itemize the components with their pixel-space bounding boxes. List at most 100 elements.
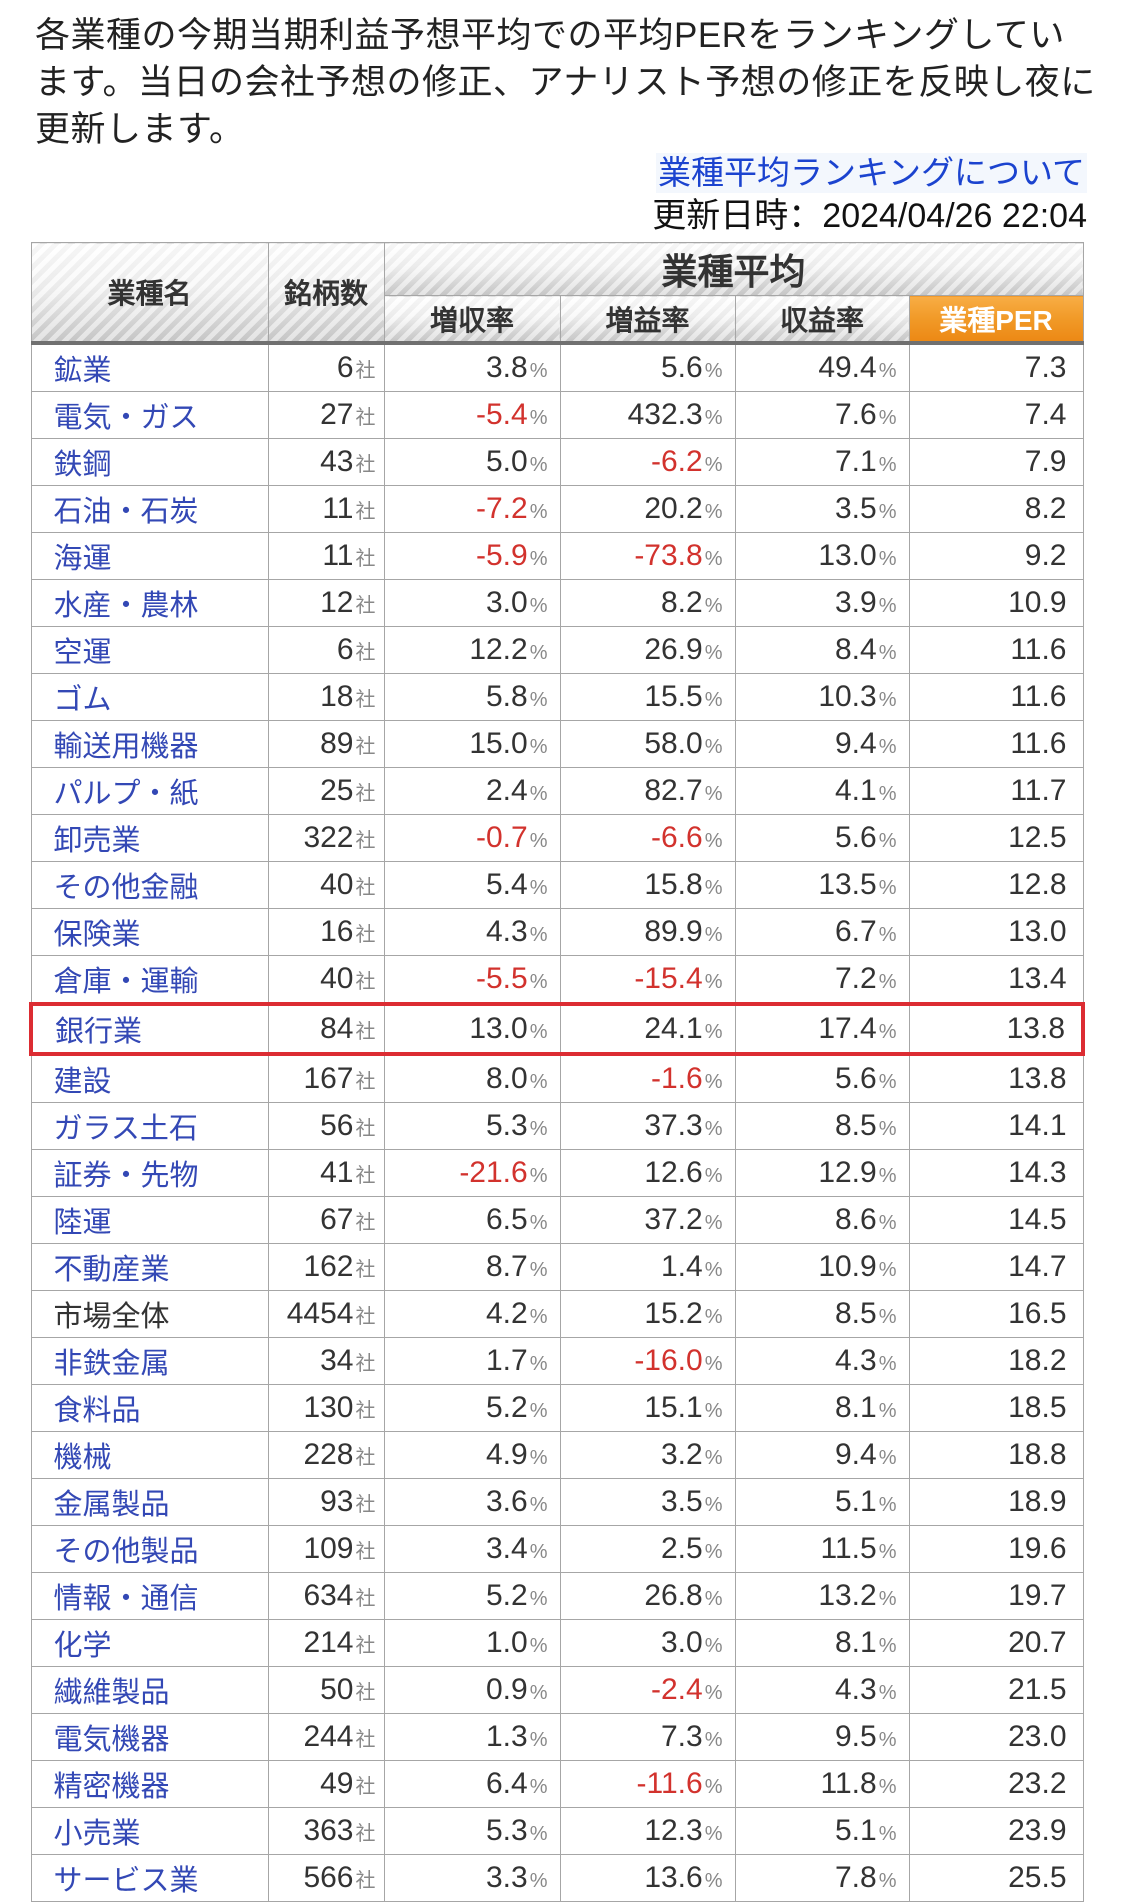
industry-link[interactable]: 空運: [53, 637, 112, 669]
industry-link[interactable]: サービス業: [53, 1865, 199, 1897]
company-count-unit: 社: [355, 407, 376, 429]
industry-link[interactable]: 鉱業: [53, 355, 112, 387]
industry-link[interactable]: その他製品: [53, 1536, 199, 1568]
industry-link[interactable]: 海運: [53, 543, 112, 575]
industry-link[interactable]: 化学: [53, 1630, 112, 1662]
rev-growth-value: -5.9: [476, 539, 528, 572]
per-value-cell: 14.1: [908, 1102, 1084, 1150]
industry-link[interactable]: パルプ・紙: [53, 778, 199, 810]
profit-growth-cell: 24.1%: [559, 1002, 736, 1056]
company-count-unit: 社: [355, 501, 376, 523]
percent-unit: %: [704, 1021, 723, 1043]
margin-value: 7.8: [834, 1861, 877, 1894]
rev-growth-cell: -5.5%: [383, 955, 561, 1005]
profit-growth-cell: -6.2%: [559, 438, 736, 486]
percent-unit: %: [878, 783, 897, 805]
industry-link[interactable]: 食料品: [53, 1395, 141, 1427]
margin-value: 8.4: [834, 633, 877, 666]
industry-name-cell: 石油・石炭: [30, 485, 269, 533]
profit-growth-cell: 3.2%: [559, 1431, 736, 1479]
industry-link[interactable]: 保険業: [53, 919, 141, 951]
percent-unit: %: [704, 1729, 723, 1751]
rev-growth-value: 12.2: [469, 633, 528, 666]
percent-unit: %: [529, 1021, 548, 1043]
company-count-unit: 社: [355, 1870, 376, 1892]
rev-growth-cell: 5.8%: [383, 673, 561, 721]
col-header-profit-growth: 増益率: [559, 295, 736, 345]
margin-cell: 7.2%: [734, 955, 910, 1005]
company-count-unit: 社: [355, 924, 376, 946]
company-count-unit: 社: [355, 1541, 376, 1563]
industry-link[interactable]: ゴム: [53, 684, 112, 716]
profit-growth-cell: 15.1%: [559, 1384, 736, 1432]
industry-name-cell: 鉄鋼: [30, 438, 269, 486]
profit-growth-value: 37.3: [644, 1109, 703, 1142]
profit-growth-cell: 5.6%: [559, 342, 736, 392]
industry-link[interactable]: 倉庫・運輸: [53, 966, 199, 998]
industry-link[interactable]: 陸運: [53, 1207, 112, 1239]
profit-growth-value: 58.0: [644, 727, 703, 760]
rev-growth-value: 2.4: [485, 774, 528, 807]
industry-link[interactable]: 銀行業: [55, 1016, 143, 1048]
industry-link[interactable]: 金属製品: [53, 1489, 170, 1521]
industry-link[interactable]: 鉄鋼: [53, 449, 112, 481]
profit-growth-cell: -16.0%: [559, 1337, 736, 1385]
percent-unit: %: [878, 1259, 897, 1281]
company-count-cell: 566 社: [267, 1854, 385, 1902]
margin-cell: 5.1%: [734, 1478, 910, 1526]
industry-link[interactable]: 証券・先物: [53, 1160, 199, 1192]
percent-unit: %: [704, 454, 723, 476]
industry-link[interactable]: 不動産業: [53, 1254, 170, 1286]
industry-link[interactable]: 卸売業: [53, 825, 141, 857]
industry-name-cell: 電気・ガス: [30, 391, 269, 439]
company-count-value: 89: [320, 727, 354, 760]
table-row: 卸売業 322 社 -0.7% -6.6% 5.6% 12.5: [30, 814, 1084, 862]
company-count-value: 93: [320, 1485, 354, 1518]
percent-unit: %: [704, 548, 723, 570]
company-count-unit: 社: [355, 454, 376, 476]
margin-value: 12.9: [818, 1156, 877, 1189]
industry-link[interactable]: 小売業: [53, 1818, 141, 1850]
profit-growth-cell: 7.3%: [559, 1713, 736, 1761]
industry-link[interactable]: 電気・ガス: [53, 402, 199, 434]
industry-name-cell: 金属製品: [30, 1478, 269, 1526]
company-count-cell: 11 社: [267, 532, 385, 580]
percent-unit: %: [529, 454, 548, 476]
industry-link[interactable]: 非鉄金属: [53, 1348, 170, 1380]
industry-link[interactable]: 水産・農林: [53, 590, 199, 622]
table-row: 小売業 363 社 5.3% 12.3% 5.1% 23.9: [30, 1807, 1084, 1855]
industry-link[interactable]: ガラス土石: [53, 1113, 198, 1145]
industry-link[interactable]: 機械: [53, 1442, 112, 1474]
industry-link[interactable]: 繊維製品: [53, 1677, 170, 1709]
table-row: 銀行業 84 社 13.0% 24.1% 17.4% 13.8: [29, 1002, 1085, 1056]
industry-link[interactable]: 石油・石炭: [53, 496, 199, 528]
profit-growth-cell: 3.0%: [559, 1619, 736, 1667]
rev-growth-cell: 3.0%: [383, 579, 561, 627]
profit-growth-value: 37.2: [644, 1203, 703, 1236]
industry-name-cell: 水産・農林: [30, 579, 269, 627]
rev-growth-value: 5.2: [485, 1391, 528, 1424]
profit-growth-cell: -2.4%: [559, 1666, 736, 1714]
industry-link[interactable]: 建設: [53, 1066, 112, 1098]
industry-link[interactable]: 情報・通信: [53, 1583, 199, 1615]
margin-value: 10.3: [818, 680, 877, 713]
industry-link[interactable]: 電気機器: [53, 1724, 170, 1756]
company-count-cell: 12 社: [267, 579, 385, 627]
industry-link[interactable]: 輸送用機器: [53, 731, 199, 763]
industry-link[interactable]: 精密機器: [53, 1771, 170, 1803]
margin-value: 6.7: [834, 915, 877, 948]
company-count-value: 363: [303, 1814, 354, 1847]
company-count-unit: 社: [355, 1165, 376, 1187]
percent-unit: %: [878, 548, 897, 570]
rev-growth-value: 8.7: [485, 1250, 528, 1283]
rev-growth-cell: 5.2%: [383, 1384, 561, 1432]
percent-unit: %: [704, 1588, 723, 1610]
percent-unit: %: [529, 1118, 548, 1140]
rev-growth-value: 5.3: [485, 1109, 528, 1142]
percent-unit: %: [704, 736, 723, 758]
about-ranking-link[interactable]: 業種平均ランキングについて: [655, 153, 1087, 193]
table-row: 証券・先物 41 社 -21.6% 12.6% 12.9% 14.3: [30, 1149, 1084, 1197]
profit-growth-cell: 13.6%: [559, 1854, 736, 1902]
industry-link[interactable]: その他金融: [53, 872, 199, 904]
margin-cell: 3.5%: [734, 485, 910, 533]
